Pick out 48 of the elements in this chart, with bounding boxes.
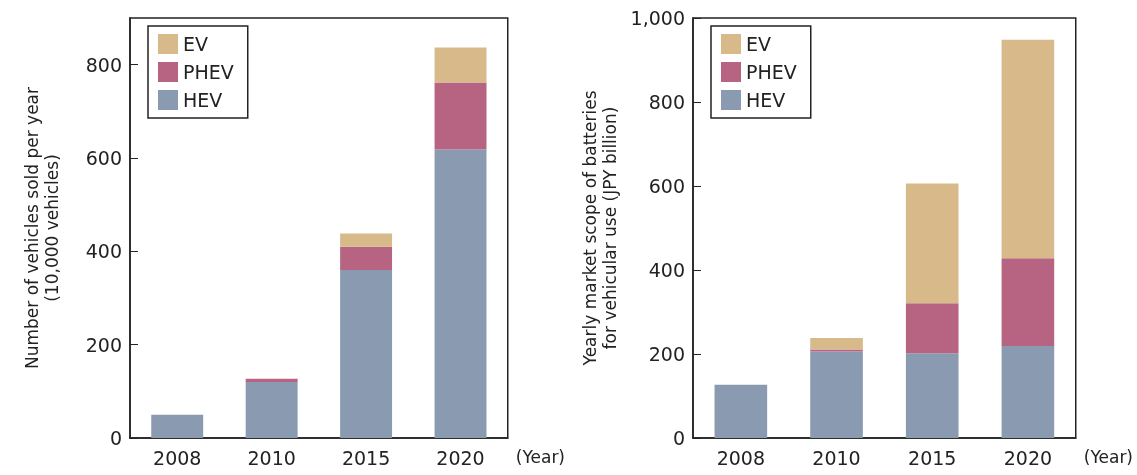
bar <box>810 351 863 438</box>
bar <box>434 149 487 438</box>
legend-label: PHEV <box>746 61 797 83</box>
y-tick-label: 400 <box>85 240 122 263</box>
y-tick-label: 200 <box>648 343 685 365</box>
y-axis-title: Number of vehicles sold per year (10,000 vehicles) <box>22 86 62 370</box>
bar <box>810 338 863 350</box>
bar <box>434 47 487 83</box>
bar <box>905 183 959 304</box>
x-tick-label: 2008 <box>153 446 202 469</box>
x-tick-label: 2015 <box>908 446 957 469</box>
x-tick-label: 2020 <box>436 446 485 469</box>
y-tick-label: 0 <box>109 427 122 449</box>
bar <box>1001 346 1055 438</box>
bar <box>245 382 298 438</box>
bar <box>340 246 393 270</box>
x-tick-label: 2010 <box>812 446 861 469</box>
bar <box>340 233 393 247</box>
bar <box>151 414 204 438</box>
legend-label: EV <box>746 33 772 55</box>
bar <box>714 384 768 438</box>
legend-label: HEV <box>746 89 786 111</box>
y-tick-label: 0 <box>672 427 685 449</box>
y-tick-label: 800 <box>648 91 685 113</box>
y-tick-label: 800 <box>85 53 122 76</box>
bar <box>434 82 487 150</box>
legend-label: EV <box>183 33 209 55</box>
y-axis-title: Yearly market scope of batteries for vehicular use (JPY billion) <box>579 90 620 367</box>
legend-label: PHEV <box>183 61 234 83</box>
y-tick-label: 600 <box>85 147 122 169</box>
x-tick-label: 2010 <box>247 446 296 469</box>
x-tick-label: 2015 <box>341 446 391 469</box>
bar <box>340 270 393 438</box>
x-axis-title: (Year) <box>515 446 566 467</box>
x-axis-title: (Year) <box>1083 446 1134 467</box>
x-tick-label: 2020 <box>1003 446 1053 469</box>
bar <box>905 303 959 354</box>
bar <box>905 353 959 438</box>
x-tick-label: 2008 <box>716 446 766 469</box>
legend-label: HEV <box>183 89 223 111</box>
bar <box>1001 258 1055 347</box>
y-tick-label: 400 <box>648 259 685 281</box>
bar <box>810 349 863 352</box>
y-tick-label: 600 <box>648 175 685 197</box>
y-tick-label: 1,000 <box>630 7 685 29</box>
y-tick-label: 200 <box>85 333 122 356</box>
bar <box>245 378 298 382</box>
bar <box>1001 39 1055 259</box>
